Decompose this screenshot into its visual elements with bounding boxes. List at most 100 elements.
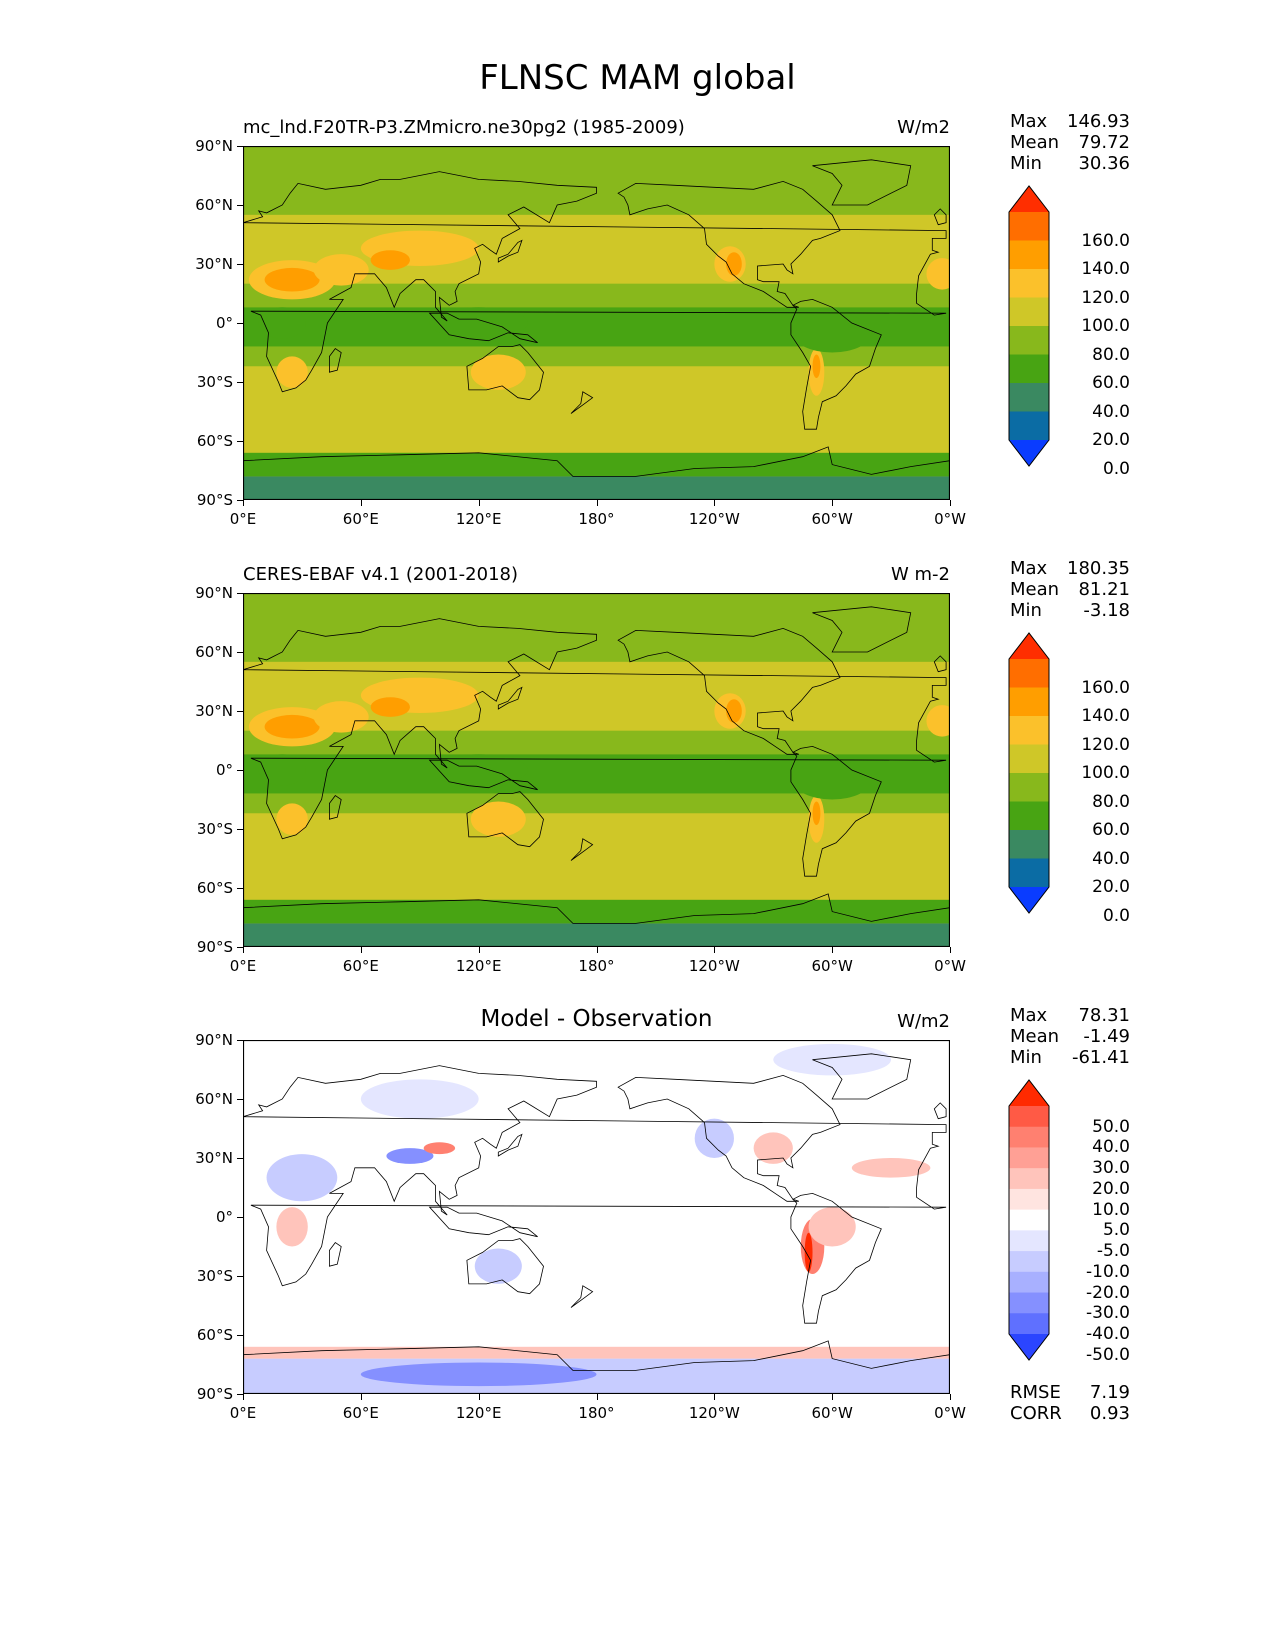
colorbar-extend-max	[1009, 633, 1049, 659]
colorbar-tick-label: -10.0	[1086, 1261, 1130, 1282]
coastline	[329, 1242, 342, 1267]
map-field-patch	[276, 356, 308, 388]
coastline	[497, 1133, 523, 1157]
map-field-patch	[926, 258, 950, 290]
x-tick-mark	[243, 500, 244, 506]
corr-label: CORR	[1010, 1403, 1062, 1424]
y-tick-mark	[237, 888, 243, 889]
colorbar-tick-label: 20.0	[1092, 430, 1130, 450]
coastline	[933, 1102, 947, 1120]
panel-left-title: CERES-EBAF v4.1 (2001-2018)	[243, 564, 519, 585]
coastline	[617, 180, 841, 308]
rmse-value: 7.19	[1089, 1382, 1130, 1403]
y-tick-label: 60°S	[196, 879, 233, 897]
colorbar-tick-label: 160.0	[1081, 230, 1130, 251]
stat-value-mean: 79.72	[1078, 132, 1130, 153]
y-tick-mark	[237, 264, 243, 265]
stat-label-min: Min	[1010, 1047, 1042, 1068]
colorbar	[1008, 185, 1050, 467]
y-tick-mark	[237, 829, 243, 830]
x-tick-label: 60°W	[811, 1404, 853, 1422]
colorbar-segment	[1009, 1230, 1049, 1252]
stat-label-max: Max	[1010, 1005, 1048, 1026]
map-field-patch	[429, 307, 528, 339]
colorbar-tick-label: 80.0	[1092, 791, 1130, 812]
map-field-patch	[258, 307, 306, 339]
coastline	[812, 1053, 912, 1100]
map-frame	[243, 1040, 950, 1394]
colorbar-segment	[1009, 801, 1049, 831]
coastline	[466, 1238, 544, 1295]
colorbar-segment	[1009, 858, 1049, 888]
colorbar-segment	[1009, 269, 1049, 299]
colorbar-segment	[1009, 212, 1049, 242]
colorbar-extend-max	[1009, 1080, 1049, 1106]
coastline	[933, 208, 947, 226]
x-tick-label: 0°E	[229, 510, 257, 528]
y-tick-label: 90°N	[195, 584, 233, 602]
map-field-patch	[360, 1362, 597, 1387]
x-tick-mark	[478, 500, 480, 506]
x-tick-label: 0°E	[229, 957, 257, 975]
map-field-patch	[792, 760, 872, 800]
map-field-band	[243, 793, 950, 814]
panel-observation: CERES-EBAF v4.1 (2001-2018) W m-2	[0, 447, 1275, 947]
colorbar-extend-min	[1009, 887, 1049, 913]
map-plot-model	[243, 146, 950, 500]
map-field-band	[243, 452, 950, 477]
colorbar-segment	[1009, 383, 1049, 413]
colorbar-tick-label: 140.0	[1081, 259, 1130, 279]
y-tick-label: 60°N	[195, 196, 233, 214]
coastline	[243, 893, 950, 947]
y-tick-mark	[237, 323, 243, 324]
map-field-patch	[792, 313, 872, 353]
stat-label-min: Min	[1010, 153, 1042, 174]
colorbar-tick-label: 100.0	[1081, 763, 1130, 783]
colorbar-tick-label: -40.0	[1086, 1324, 1130, 1344]
colorbar	[1008, 1079, 1050, 1361]
y-tick-mark	[237, 382, 243, 383]
x-tick-mark	[243, 947, 244, 953]
y-tick-label: 90°S	[196, 1385, 233, 1403]
coastline	[243, 618, 947, 840]
map-field-patch	[812, 801, 821, 826]
panel-difference: Model - Observation W/m2 RMSE 7.19 CORR …	[0, 894, 1275, 1424]
x-tick-label: 60°E	[342, 510, 379, 528]
map-field-band	[243, 175, 950, 215]
coastline	[466, 791, 544, 848]
x-tick-label: 120°W	[688, 510, 740, 528]
y-tick-label: 60°S	[196, 432, 233, 450]
y-tick-mark	[237, 711, 243, 712]
colorbar-tick-label: 140.0	[1081, 706, 1130, 726]
y-tick-label: 30°S	[196, 1267, 233, 1285]
colorbar-tick-label: 20.0	[1092, 877, 1130, 897]
y-tick-mark	[237, 146, 243, 147]
colorbar-extend-max	[1009, 186, 1049, 212]
corr-value: 0.93	[1089, 1403, 1130, 1424]
colorbar-tick-label: 5.0	[1102, 1220, 1130, 1241]
colorbar-segment	[1009, 830, 1049, 860]
y-tick-label: 60°S	[196, 1326, 233, 1344]
colorbar-tick-label: 80.0	[1092, 344, 1130, 365]
colorbar-segment	[1009, 1106, 1049, 1128]
stat-value-max: 78.31	[1078, 1005, 1130, 1026]
colorbar-tick-label: 20.0	[1092, 1178, 1130, 1199]
y-tick-mark	[237, 593, 243, 594]
x-tick-mark	[478, 1394, 480, 1400]
colorbar-tick-label: 120.0	[1081, 734, 1130, 755]
colorbar-segment	[1009, 411, 1049, 441]
map-field-band	[243, 283, 950, 308]
stat-value-mean: -1.49	[1083, 1026, 1130, 1047]
y-tick-label: 0°	[215, 1208, 233, 1226]
map-field-patch	[313, 254, 369, 286]
colorbar-tick-label: 120.0	[1081, 287, 1130, 308]
y-tick-mark	[237, 1217, 243, 1218]
x-tick-label: 180°	[578, 510, 615, 528]
map-field-patch	[276, 1207, 308, 1247]
colorbar-tick-label: 40.0	[1092, 848, 1130, 869]
x-tick-label: 60°W	[811, 957, 853, 975]
colorbar-tick-label: 50.0	[1092, 1116, 1130, 1137]
colorbar-segment	[1009, 1251, 1049, 1273]
map-frame	[243, 146, 950, 500]
x-tick-mark	[832, 947, 834, 953]
